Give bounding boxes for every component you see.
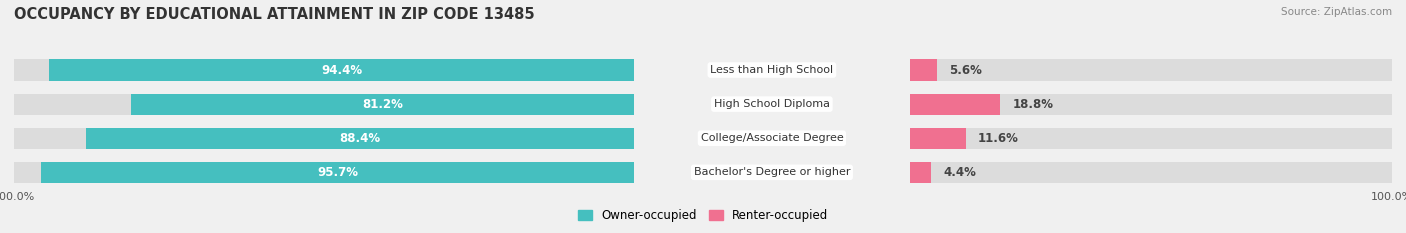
- Bar: [910, 93, 1392, 115]
- Text: College/Associate Degree: College/Associate Degree: [700, 133, 844, 143]
- Legend: Owner-occupied, Renter-occupied: Owner-occupied, Renter-occupied: [572, 205, 834, 227]
- Bar: [14, 128, 634, 149]
- Bar: [910, 162, 931, 183]
- Bar: [14, 162, 634, 183]
- Bar: [41, 162, 634, 183]
- Text: 4.4%: 4.4%: [943, 166, 976, 179]
- Bar: [14, 59, 634, 81]
- Text: 94.4%: 94.4%: [321, 64, 361, 76]
- Bar: [131, 93, 634, 115]
- Text: 81.2%: 81.2%: [361, 98, 402, 111]
- Bar: [910, 59, 1392, 81]
- Text: Bachelor's Degree or higher: Bachelor's Degree or higher: [693, 167, 851, 177]
- Bar: [14, 93, 634, 115]
- Text: OCCUPANCY BY EDUCATIONAL ATTAINMENT IN ZIP CODE 13485: OCCUPANCY BY EDUCATIONAL ATTAINMENT IN Z…: [14, 7, 534, 22]
- Bar: [910, 162, 1392, 183]
- Text: Source: ZipAtlas.com: Source: ZipAtlas.com: [1281, 7, 1392, 17]
- Bar: [86, 128, 634, 149]
- Text: 95.7%: 95.7%: [316, 166, 359, 179]
- Bar: [910, 93, 1000, 115]
- Text: 11.6%: 11.6%: [977, 132, 1018, 145]
- Text: Less than High School: Less than High School: [710, 65, 834, 75]
- Text: High School Diploma: High School Diploma: [714, 99, 830, 109]
- Bar: [49, 59, 634, 81]
- Bar: [910, 59, 936, 81]
- Text: 88.4%: 88.4%: [339, 132, 381, 145]
- Bar: [910, 128, 1392, 149]
- Text: 5.6%: 5.6%: [949, 64, 981, 76]
- Text: 18.8%: 18.8%: [1012, 98, 1053, 111]
- Bar: [910, 128, 966, 149]
